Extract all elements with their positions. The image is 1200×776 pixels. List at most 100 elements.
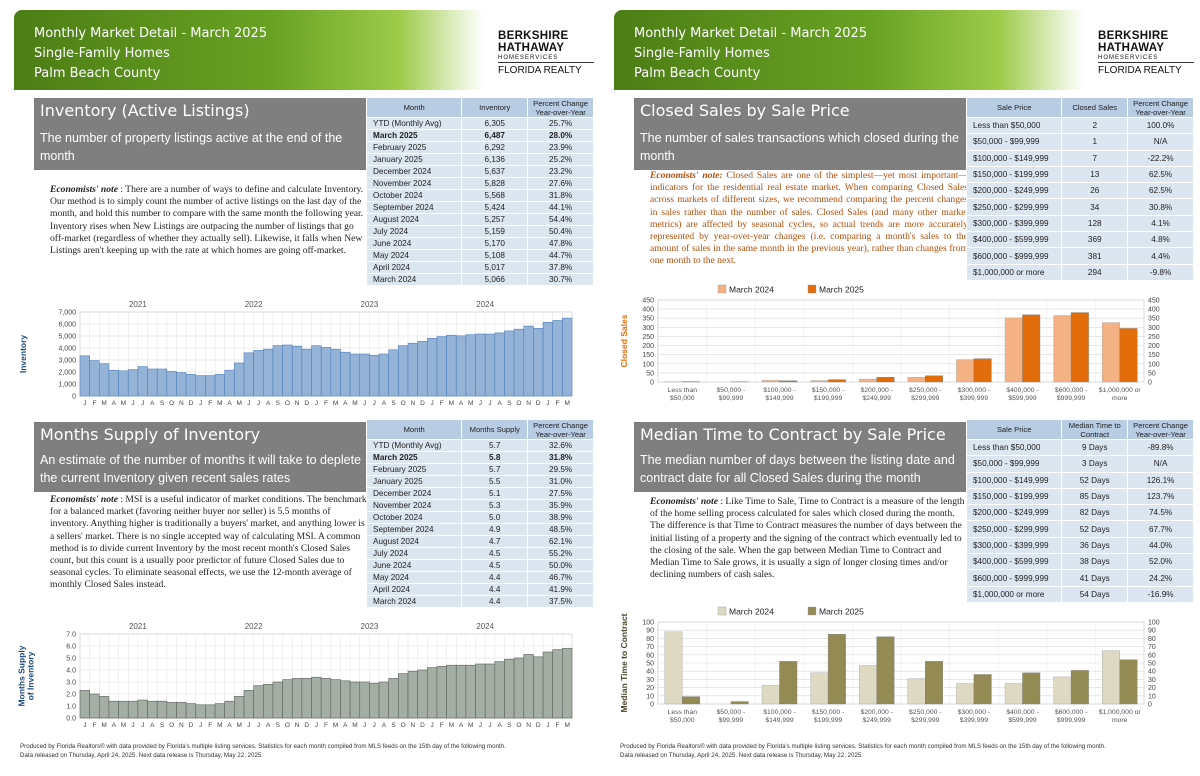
table-cell: May 2024 — [365, 571, 463, 584]
table-row: July 2024 4.5 55.2% — [365, 547, 594, 560]
bar — [484, 663, 496, 719]
bar — [320, 678, 332, 719]
y-tick-label-right: 250 — [1148, 334, 1160, 341]
table-cell: $300,000 - $399,999 — [965, 214, 1063, 233]
table-row: February 2025 5.7 29.5% — [365, 463, 594, 476]
y-tick-label-right: 40 — [1148, 669, 1156, 676]
bar — [311, 676, 322, 719]
x-tick-label: $400,000 -$599,999 — [1006, 709, 1039, 724]
y-tick-label-right: 50 — [1148, 370, 1156, 377]
table-cell: 5,828 — [461, 177, 529, 190]
table-cell: 55.2% — [527, 547, 594, 560]
bar — [291, 678, 303, 719]
table-cell: November 2024 — [365, 499, 463, 512]
table-cell: 2 — [1061, 116, 1129, 135]
x-tick-label: M — [564, 400, 569, 407]
mttc-desc-band: The median number of days between the li… — [634, 446, 978, 492]
economists-note: Economists' note : Like Time to Sale, Ti… — [650, 496, 965, 581]
header-band — [614, 10, 1084, 90]
bar — [761, 380, 780, 383]
table-cell: 100.0% — [1127, 116, 1194, 135]
economists-note: Economists' note: Closed Sales are one o… — [650, 170, 968, 267]
bar — [810, 380, 829, 383]
bar — [176, 702, 187, 719]
section-description: The median number of days between the li… — [640, 453, 955, 485]
table-cell: May 2024 — [365, 249, 463, 262]
table-cell: 31.0% — [527, 475, 594, 488]
bar — [378, 681, 390, 719]
x-tick-label: F — [92, 722, 96, 729]
legend-label: March 2024 — [729, 285, 774, 295]
bar — [1004, 317, 1023, 383]
table-cell: 41 Days — [1061, 569, 1129, 587]
table-cell: August 2024 — [365, 213, 463, 226]
county-name: Palm Beach County — [34, 66, 161, 81]
msi-desc-band: An estimate of the number of months it w… — [34, 446, 378, 492]
x-tick-label: $100,000 -$149,999 — [763, 709, 796, 724]
left-page: Monthly Market Detail - March 2025 Singl… — [14, 0, 596, 776]
table-row: November 2024 5.3 35.9% — [365, 499, 594, 512]
bar — [1119, 659, 1138, 705]
table-cell: Less than $50,000 — [965, 438, 1063, 457]
table-cell: 5,424 — [461, 201, 529, 214]
y-tick-label: 60 — [646, 652, 654, 659]
x-tick-label: $150,000 -$199,999 — [812, 387, 845, 402]
bar — [89, 693, 100, 719]
y-tick-label: 2.0 — [66, 692, 76, 699]
bar — [542, 651, 554, 719]
bar — [1119, 328, 1138, 383]
x-tick-label: A — [343, 400, 348, 407]
x-tick-label: M — [236, 400, 241, 407]
table-cell: 31.8% — [527, 451, 594, 464]
table-cell: 28.0% — [527, 129, 594, 142]
table-cell: March 2025 — [365, 129, 463, 142]
table-cell: September 2024 — [365, 523, 463, 536]
x-tick-label: A — [382, 722, 387, 729]
table-cell: 9 Days — [1061, 438, 1129, 457]
bar — [398, 345, 409, 397]
x-tick-label: $50,000 -$99,999 — [717, 709, 746, 724]
y-tick-label-right: 20 — [1148, 685, 1156, 692]
x-tick-label: A — [112, 722, 117, 729]
y-tick-label: 90 — [646, 628, 654, 635]
bar — [465, 334, 476, 397]
table-cell: 5,170 — [461, 237, 529, 250]
msi-chart: 0.01.02.03.04.05.06.07.0J F M A M J J A S O N D J F M A… — [16, 622, 573, 729]
table-cell: June 2024 — [365, 559, 463, 572]
y-tick-label-right: 150 — [1148, 352, 1160, 359]
x-tick-label: A — [266, 722, 271, 729]
table-cell: $150,000 - $199,999 — [965, 165, 1063, 184]
table-row: May 2024 4.4 46.7% — [365, 571, 594, 584]
table-row: October 2024 5.0 38.9% — [365, 511, 594, 524]
y-tick-label: 250 — [642, 334, 654, 341]
x-tick-label: $150,000 -$199,999 — [812, 709, 845, 724]
table-cell: 6,487 — [461, 129, 529, 142]
property-type: Single-Family Homes — [634, 46, 770, 61]
table-cell: 381 — [1061, 247, 1129, 265]
y-tick-label: 4.0 — [66, 668, 76, 675]
x-tick-label: J — [488, 722, 491, 729]
table-row: April 2024 5,017 37.8% — [365, 261, 594, 274]
x-tick-label: A — [459, 400, 464, 407]
table-row: $1,000,000 or more 54 Days -16.9% — [965, 585, 1194, 603]
table-row: $250,000 - $299,999 52 Days 67.7% — [965, 520, 1194, 538]
y-tick-label: 300 — [642, 325, 654, 332]
x-tick-label: O — [285, 400, 290, 407]
x-tick-label: A — [227, 400, 232, 407]
bar — [533, 656, 544, 719]
table-row: $200,000 - $249,999 82 Days 74.5% — [965, 504, 1194, 522]
table-row: $400,000 - $599,999 38 Days 52.0% — [965, 553, 1194, 571]
table-row: $300,000 - $399,999 36 Days 44.0% — [965, 536, 1194, 555]
table-cell: 67.7% — [1127, 520, 1194, 538]
x-tick-label: F — [440, 722, 444, 729]
x-tick-label: N — [526, 400, 531, 407]
table-row: March 2025 5.8 31.8% — [365, 451, 594, 464]
table-cell: 126.1% — [1127, 471, 1194, 489]
mttc-table: Sale Price Median Time to Contract Percent… — [965, 419, 1194, 603]
year-label: 2022 — [245, 300, 263, 309]
x-tick-label: J — [363, 400, 366, 407]
bar — [195, 375, 206, 397]
table-cell: 50.4% — [527, 225, 594, 238]
table-cell: 26 — [1061, 182, 1129, 200]
table-cell: 62.5% — [1127, 182, 1194, 200]
